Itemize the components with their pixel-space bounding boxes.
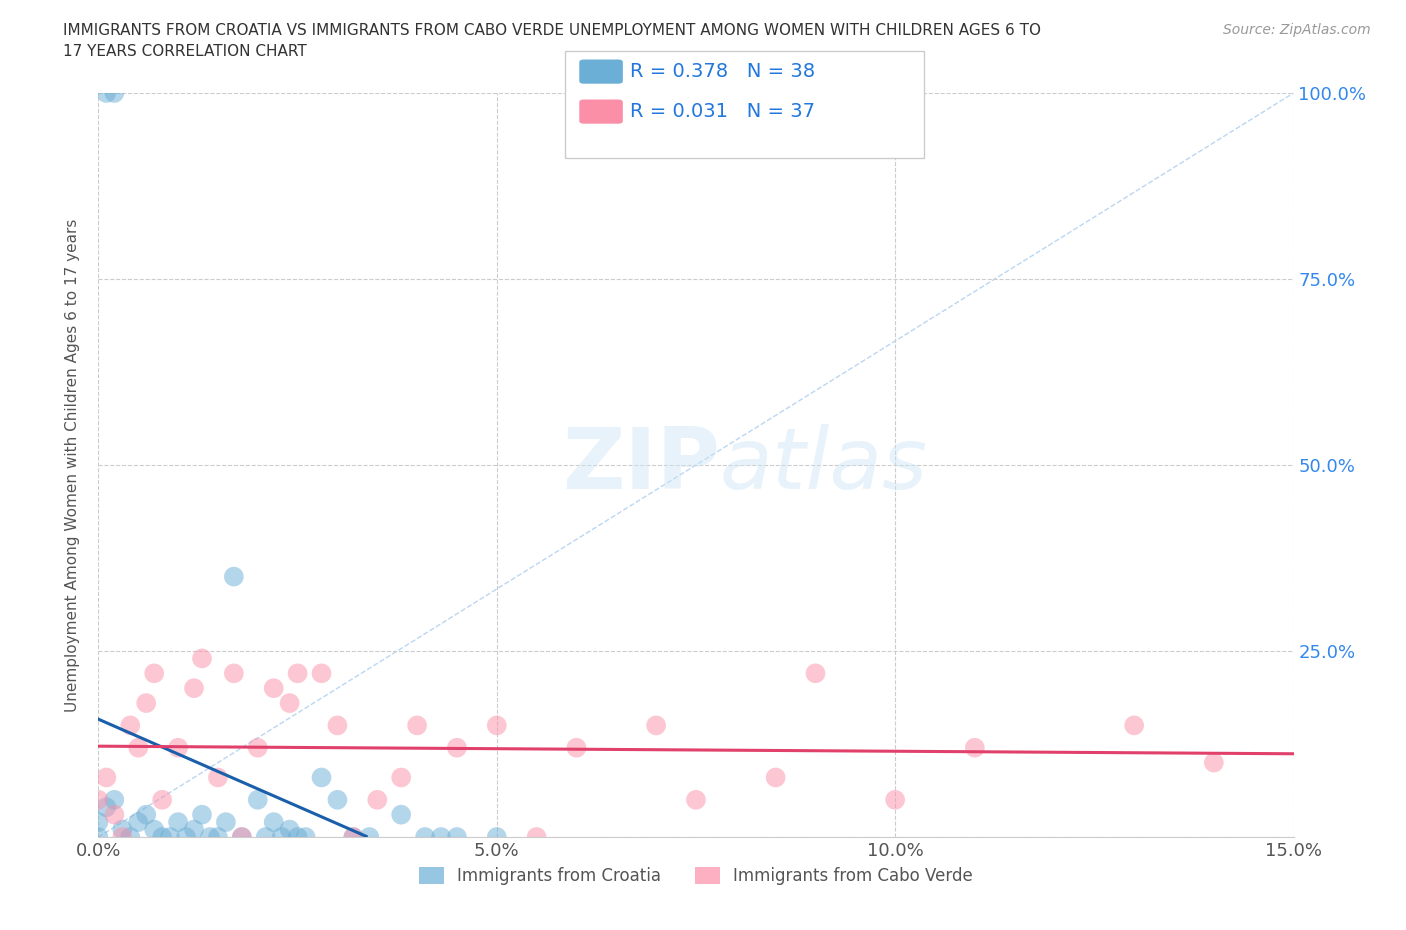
Point — [485, 830, 508, 844]
Point — [278, 696, 301, 711]
Point — [263, 681, 285, 696]
Point — [326, 792, 349, 807]
Text: atlas: atlas — [720, 423, 928, 507]
Point — [565, 740, 588, 755]
Point — [326, 718, 349, 733]
Point — [207, 770, 229, 785]
Point — [183, 822, 205, 837]
Point — [1123, 718, 1146, 733]
Point — [413, 830, 436, 844]
Point — [311, 770, 333, 785]
Point — [103, 792, 125, 807]
Point — [150, 792, 173, 807]
Point — [526, 830, 548, 844]
Y-axis label: Unemployment Among Women with Children Ages 6 to 17 years: Unemployment Among Women with Children A… — [65, 219, 80, 711]
Point — [215, 815, 238, 830]
Point — [804, 666, 827, 681]
Point — [231, 830, 253, 844]
Point — [359, 830, 381, 844]
Point — [765, 770, 787, 785]
Point — [246, 740, 269, 755]
Point — [207, 830, 229, 844]
Point — [231, 830, 253, 844]
Point — [191, 807, 214, 822]
Point — [222, 666, 245, 681]
Point — [446, 740, 468, 755]
Point — [159, 830, 181, 844]
Point — [485, 718, 508, 733]
Point — [294, 830, 316, 844]
Point — [191, 651, 214, 666]
Point — [254, 830, 277, 844]
Point — [198, 830, 221, 844]
Point — [120, 830, 142, 844]
Point — [143, 666, 166, 681]
Point — [87, 830, 110, 844]
Text: ZIP: ZIP — [562, 423, 720, 507]
Point — [884, 792, 907, 807]
Point — [127, 815, 149, 830]
Point — [167, 815, 190, 830]
Point — [87, 792, 110, 807]
Point — [127, 740, 149, 755]
Text: R = 0.378   N = 38: R = 0.378 N = 38 — [630, 62, 815, 81]
Point — [430, 830, 453, 844]
Point — [222, 569, 245, 584]
Text: Source: ZipAtlas.com: Source: ZipAtlas.com — [1223, 23, 1371, 37]
Point — [685, 792, 707, 807]
Point — [135, 807, 157, 822]
Point — [278, 822, 301, 837]
Point — [135, 696, 157, 711]
Point — [183, 681, 205, 696]
Point — [263, 815, 285, 830]
Point — [1202, 755, 1225, 770]
Point — [406, 718, 429, 733]
Point — [246, 792, 269, 807]
Point — [111, 830, 134, 844]
Point — [103, 86, 125, 100]
Point — [342, 830, 364, 844]
Point — [389, 807, 412, 822]
Point — [287, 830, 309, 844]
Point — [143, 822, 166, 837]
Point — [446, 830, 468, 844]
Point — [111, 822, 134, 837]
Point — [287, 666, 309, 681]
Point — [150, 830, 173, 844]
Point — [366, 792, 388, 807]
Point — [645, 718, 668, 733]
Point — [342, 830, 364, 844]
Point — [96, 86, 118, 100]
Point — [174, 830, 197, 844]
Point — [87, 815, 110, 830]
Point — [103, 807, 125, 822]
Point — [96, 770, 118, 785]
Point — [167, 740, 190, 755]
Point — [270, 830, 292, 844]
Legend: Immigrants from Croatia, Immigrants from Cabo Verde: Immigrants from Croatia, Immigrants from… — [412, 860, 980, 892]
Point — [963, 740, 986, 755]
Text: R = 0.031   N = 37: R = 0.031 N = 37 — [630, 102, 815, 121]
Point — [96, 800, 118, 815]
Text: 17 YEARS CORRELATION CHART: 17 YEARS CORRELATION CHART — [63, 44, 307, 59]
Text: IMMIGRANTS FROM CROATIA VS IMMIGRANTS FROM CABO VERDE UNEMPLOYMENT AMONG WOMEN W: IMMIGRANTS FROM CROATIA VS IMMIGRANTS FR… — [63, 23, 1042, 38]
Point — [120, 718, 142, 733]
Point — [311, 666, 333, 681]
Point — [389, 770, 412, 785]
